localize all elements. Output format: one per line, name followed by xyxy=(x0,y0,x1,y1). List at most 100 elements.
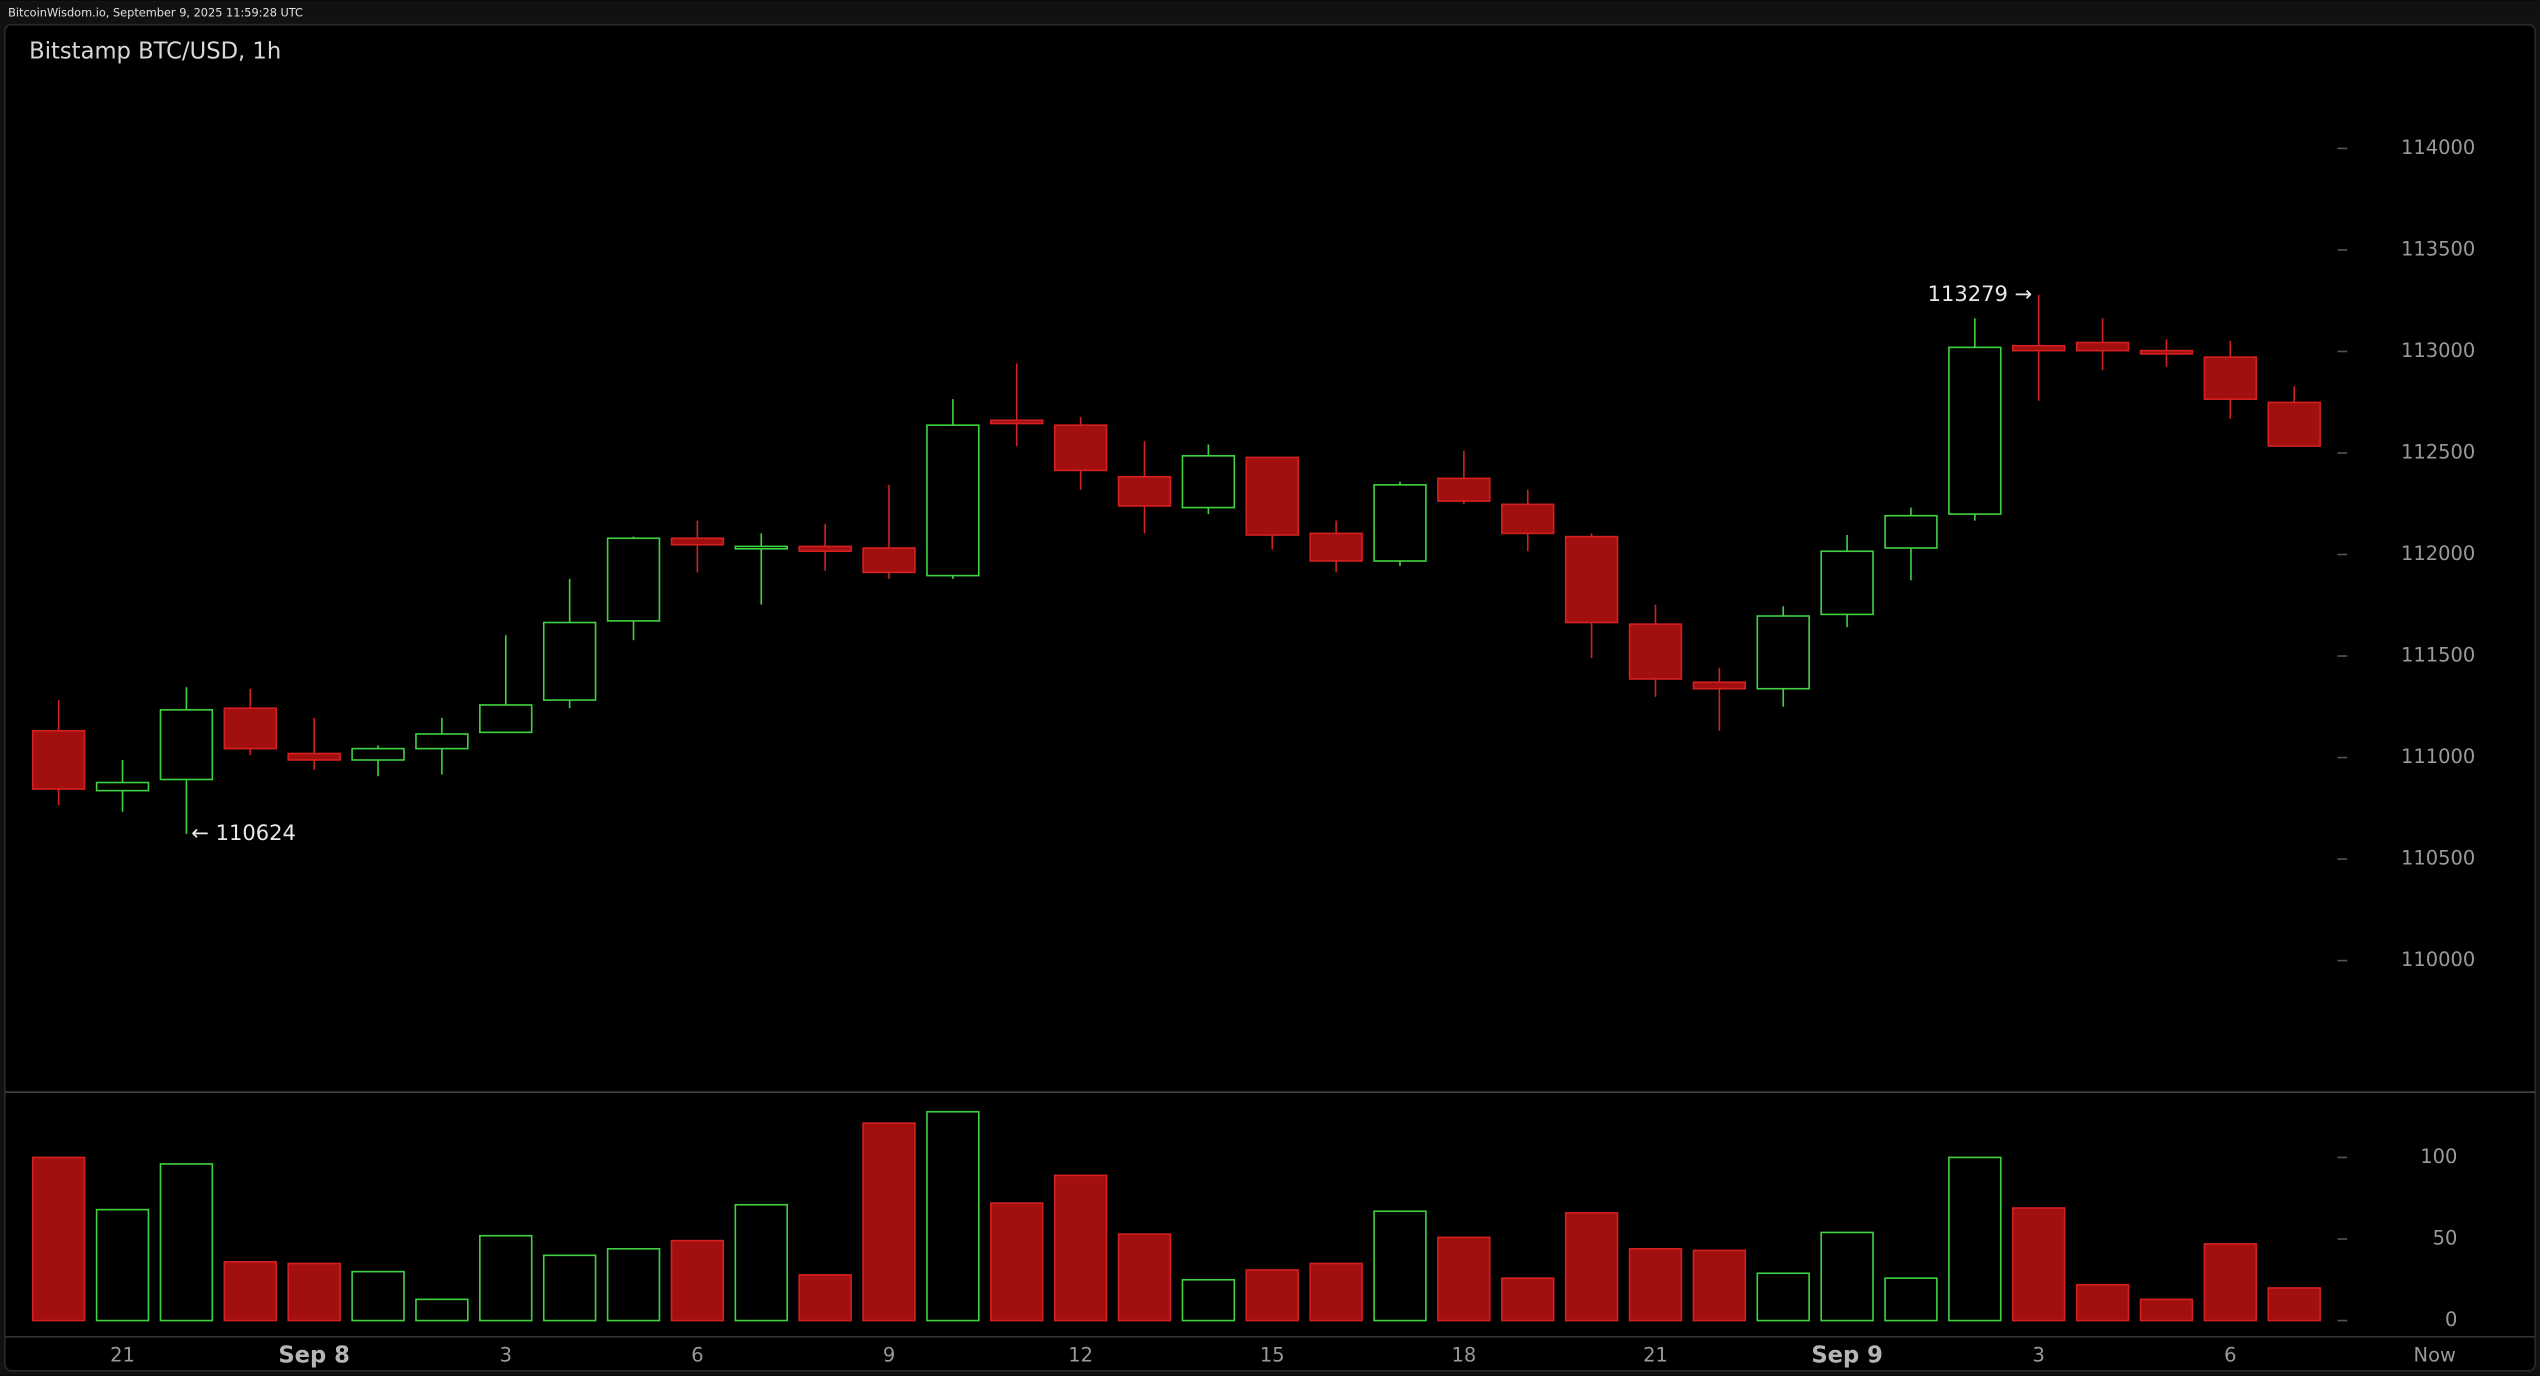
candle-body xyxy=(1948,346,2002,515)
volume-bar xyxy=(1692,1249,1747,1322)
price-annotation: 113279 → xyxy=(1928,281,2033,306)
candle-body xyxy=(1437,477,1491,502)
x-tick-label: Sep 9 xyxy=(1811,1343,1883,1369)
price-annotation: ← 110624 xyxy=(191,820,296,845)
panel xyxy=(4,23,2536,1372)
x-tick-label: 18 xyxy=(1452,1344,1477,1367)
volume-bar xyxy=(1564,1212,1619,1322)
y-tick-label: 114000 xyxy=(2401,136,2475,159)
volume-bar xyxy=(287,1262,341,1322)
x-tick-label: 6 xyxy=(691,1344,703,1367)
candle-body xyxy=(1628,623,1683,680)
y-tick-label: 112500 xyxy=(2401,440,2475,463)
volume-bar xyxy=(2203,1243,2258,1322)
volume-bar xyxy=(1053,1174,1108,1322)
candle-body xyxy=(2203,356,2258,400)
volume-bar xyxy=(1117,1233,1172,1322)
volume-bar xyxy=(670,1239,725,1322)
candle-body xyxy=(1245,456,1299,536)
x-tick-label: 21 xyxy=(1643,1344,1668,1367)
volume-y-tick-label: 0 xyxy=(2445,1308,2457,1331)
x-tick-label: 3 xyxy=(2033,1344,2045,1367)
candle-body xyxy=(2267,401,2321,447)
volume-bar xyxy=(1948,1156,2002,1322)
volume-bar xyxy=(1820,1231,1874,1322)
volume-bar xyxy=(1628,1247,1683,1322)
candle-body xyxy=(1181,455,1236,509)
x-tick-label: 12 xyxy=(1068,1344,1093,1367)
y-tick-label: 111000 xyxy=(2401,745,2475,768)
volume-bar xyxy=(1373,1210,1427,1322)
y-tick-label: 110000 xyxy=(2401,948,2475,971)
x-tick-label: Sep 8 xyxy=(278,1343,350,1369)
y-tick-label: 113500 xyxy=(2401,237,2475,260)
candle-body xyxy=(287,752,341,761)
candle-body xyxy=(1053,424,1108,472)
volume-bar xyxy=(734,1203,788,1322)
volume-y-tick-label: 50 xyxy=(2433,1226,2458,1249)
candle-body xyxy=(798,545,852,553)
volume-bar xyxy=(479,1234,533,1322)
volume-bar xyxy=(159,1163,214,1322)
candle-body xyxy=(223,707,278,750)
y-tick-label: 112000 xyxy=(2401,542,2475,565)
volume-bar xyxy=(1501,1277,1555,1322)
candle-body xyxy=(926,424,980,577)
candle-body xyxy=(415,733,469,750)
candle-body xyxy=(479,704,533,734)
volume-bar xyxy=(2139,1298,2194,1322)
volume-bar xyxy=(1756,1272,1810,1322)
candle-body xyxy=(542,621,597,701)
candle-body xyxy=(1820,550,1874,616)
candle-body xyxy=(990,419,1044,425)
candle-body xyxy=(606,537,661,622)
volume-bar xyxy=(31,1156,86,1322)
candle-body xyxy=(95,781,150,792)
y-tick-label: 110500 xyxy=(2401,847,2475,870)
candle-body xyxy=(31,729,86,790)
candle-body xyxy=(1756,615,1810,690)
x-tick-label: 21 xyxy=(110,1344,135,1367)
x-tick-label: 6 xyxy=(2224,1344,2236,1367)
volume-bar xyxy=(95,1208,150,1322)
candle-body xyxy=(670,537,725,546)
candle-body xyxy=(159,709,214,781)
volume-bar xyxy=(1245,1269,1299,1322)
candle-body xyxy=(1501,503,1555,535)
volume-bar xyxy=(1437,1236,1491,1322)
candle-body xyxy=(1309,532,1363,562)
candle-body xyxy=(1117,475,1172,507)
y-tick-label: 113000 xyxy=(2401,339,2475,362)
volume-bar xyxy=(2075,1283,2130,1322)
candle-body xyxy=(2075,341,2130,352)
volume-bar xyxy=(223,1261,278,1322)
x-tick-label: 9 xyxy=(883,1344,895,1367)
volume-bar xyxy=(415,1298,469,1322)
volume-bar xyxy=(990,1202,1044,1322)
candle-body xyxy=(734,545,788,550)
volume-y-tick-label: 100 xyxy=(2420,1145,2457,1168)
header: BitcoinWisdom.io, September 9, 2025 11:5… xyxy=(8,5,303,19)
volume-bar xyxy=(1884,1277,1938,1322)
x-tick-label: 15 xyxy=(1260,1344,1285,1367)
candle-body xyxy=(2011,344,2066,352)
candle-body xyxy=(1373,484,1427,562)
candle-body xyxy=(2139,349,2194,355)
x-end-label: Now xyxy=(2414,1344,2456,1367)
candle-body xyxy=(1692,681,1747,690)
candle-body xyxy=(1564,535,1619,624)
volume-bar xyxy=(798,1274,852,1322)
volume-bar xyxy=(1309,1262,1363,1322)
candle-body xyxy=(1884,514,1938,549)
x-tick-label: 3 xyxy=(500,1344,512,1367)
volume-bar xyxy=(2011,1207,2066,1322)
volume-bar xyxy=(926,1110,980,1322)
volume-bar xyxy=(606,1247,661,1322)
volume-bar xyxy=(351,1270,405,1322)
candle-body xyxy=(862,547,916,574)
candle-body xyxy=(351,747,405,761)
volume-bar xyxy=(2267,1287,2321,1322)
volume-bar xyxy=(1181,1278,1236,1322)
